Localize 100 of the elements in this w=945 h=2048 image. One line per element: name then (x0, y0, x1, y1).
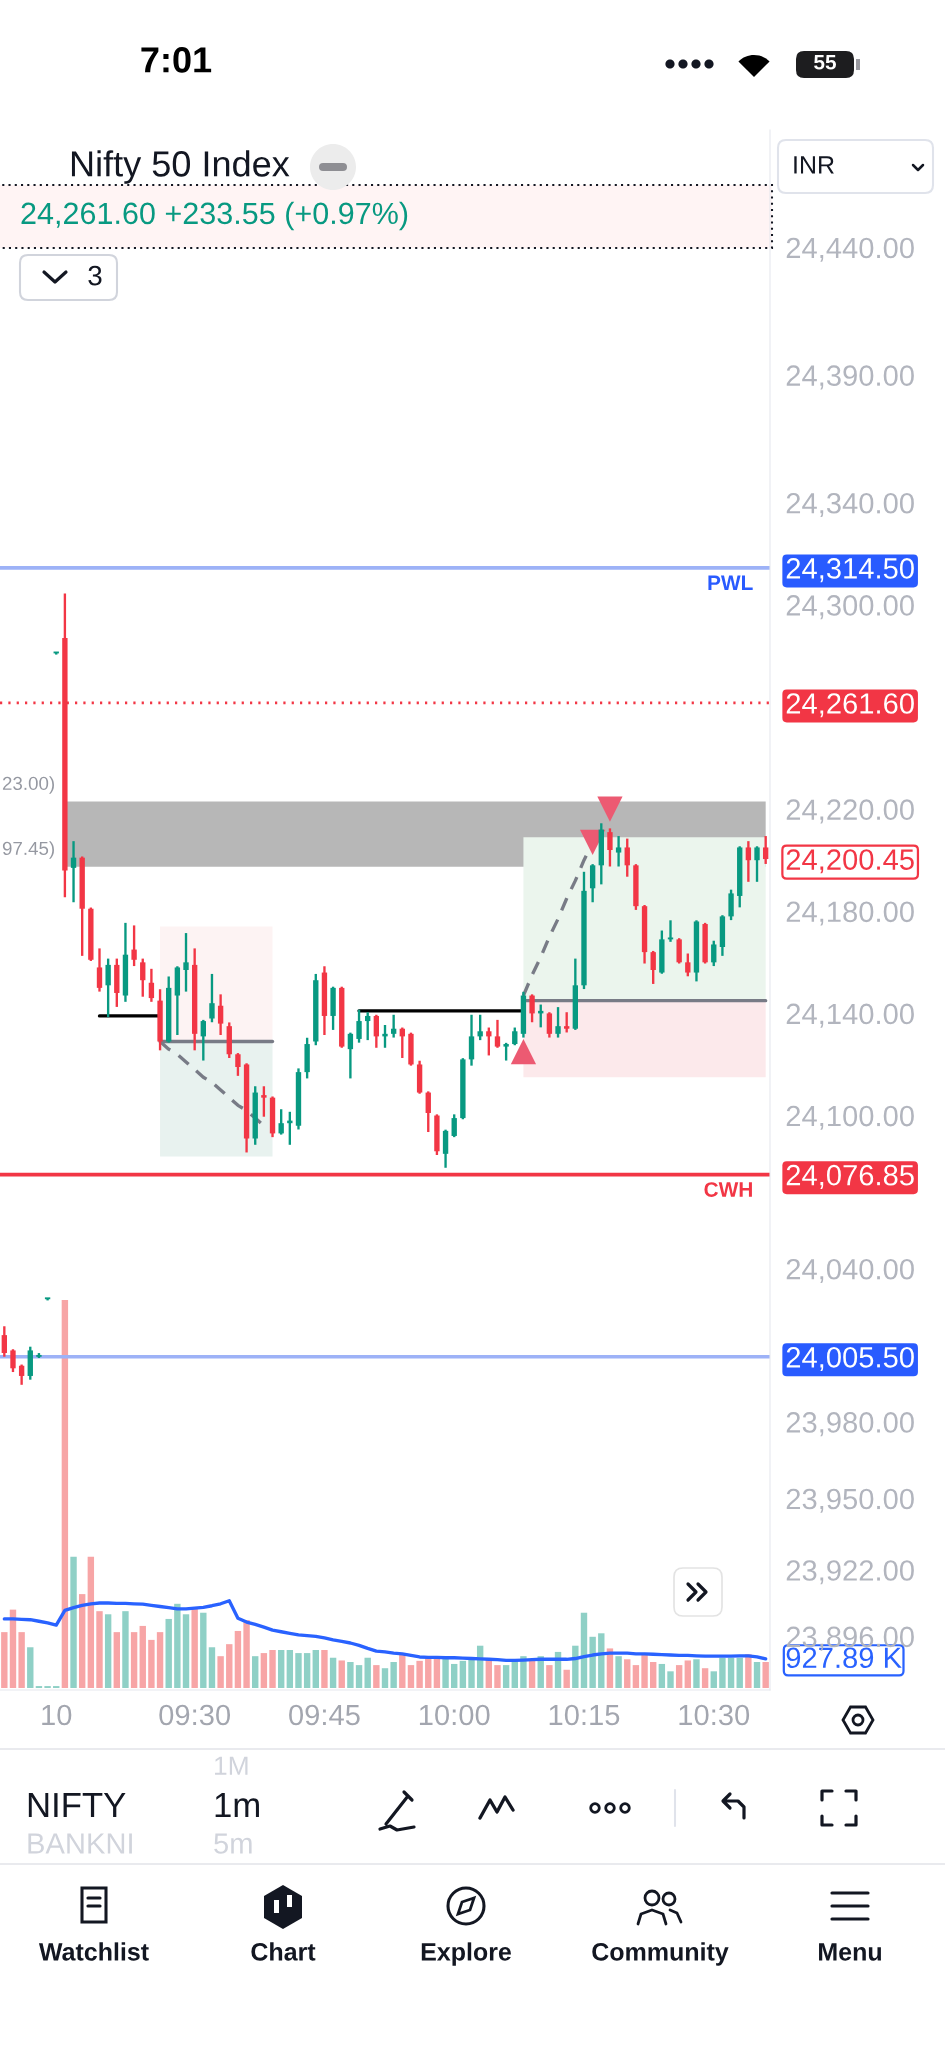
point (597, 796, 623, 822)
bar (658, 1663, 666, 1688)
candlestick (607, 828, 613, 867)
candlestick (728, 889, 734, 921)
bar (701, 1668, 709, 1688)
candlestick (347, 1032, 354, 1079)
bar (355, 1665, 363, 1688)
bar (217, 1656, 224, 1688)
bar (347, 1662, 354, 1688)
candlestick (546, 1012, 553, 1038)
ref-line-label: CWH (704, 1182, 752, 1197)
bar (191, 1608, 198, 1688)
candlestick (529, 994, 535, 1023)
candlestick (425, 1091, 431, 1133)
bar (425, 1657, 432, 1688)
annotation: 97.45) (2, 841, 54, 859)
text: NIFTY (28, 1793, 126, 1817)
bar (563, 1669, 570, 1688)
bar (61, 1300, 69, 1688)
candlestick (217, 994, 224, 1036)
candlestick (589, 864, 596, 903)
candlestick (390, 1014, 397, 1038)
candlestick (667, 920, 674, 942)
bar (329, 1657, 337, 1688)
bar (502, 1665, 510, 1688)
text: 24,261.60 +233.55 (+0.97%) (21, 201, 408, 231)
candlestick (624, 838, 630, 877)
candlestick (36, 1353, 42, 1358)
bar (459, 1660, 467, 1688)
bar (693, 1659, 700, 1688)
candlestick (711, 940, 717, 967)
bar (303, 1653, 311, 1688)
bar (675, 1665, 683, 1688)
bar (182, 1614, 190, 1688)
text: 7:01 (141, 47, 212, 73)
bar (200, 1612, 207, 1688)
bar (96, 1611, 103, 1688)
x-tick-label: 10:00 (419, 1704, 490, 1726)
candlestick (477, 1014, 483, 1041)
text: Community (592, 1942, 729, 1966)
x-tick-label: 10:15 (549, 1704, 620, 1726)
candlestick (494, 1019, 501, 1048)
bar (321, 1649, 328, 1688)
bar (624, 1659, 631, 1688)
bar (174, 1603, 181, 1688)
bar (615, 1656, 622, 1688)
bar (589, 1636, 596, 1688)
bar (632, 1665, 640, 1688)
bar (650, 1662, 657, 1688)
candlestick (200, 1019, 206, 1061)
candlestick (685, 953, 691, 977)
bar (165, 1618, 172, 1688)
bar (727, 1657, 735, 1688)
candlestick (235, 1053, 241, 1076)
y-tick-label: 24,040.00 (786, 1258, 914, 1284)
candlestick (754, 846, 760, 882)
x-tick-label: 10:30 (679, 1704, 750, 1726)
text: Explore (421, 1942, 511, 1966)
bar (745, 1654, 752, 1688)
y-tick-label: 24,390.00 (786, 365, 914, 390)
bar (338, 1660, 345, 1688)
x-tick-label: 10 (42, 1704, 72, 1726)
annotation: 3 (88, 265, 102, 286)
point (510, 1039, 537, 1065)
candlestick (745, 841, 752, 882)
y-tick-label: 24,076.85 (786, 1164, 914, 1189)
candlestick (442, 1129, 449, 1168)
bar (70, 1556, 77, 1688)
y-tick-label: 24,100.00 (786, 1105, 914, 1130)
y-tick-label: 24,340.00 (786, 492, 914, 518)
bar (260, 1653, 268, 1688)
candlestick (451, 1114, 457, 1138)
bar (312, 1649, 319, 1688)
text: 1m (215, 1793, 259, 1817)
bar (684, 1660, 692, 1688)
candlestick (183, 933, 189, 992)
y-tick-label: 23,980.00 (786, 1412, 914, 1437)
y-tick-label: 24,200.45 (786, 849, 914, 874)
candlestick (105, 958, 111, 1018)
bar (130, 1632, 138, 1688)
candlestick (486, 1027, 492, 1056)
candlestick (676, 938, 682, 964)
bar (468, 1659, 475, 1688)
bar (18, 1632, 25, 1688)
bar (139, 1625, 146, 1688)
bar (122, 1611, 129, 1688)
bar (399, 1653, 406, 1688)
bar (667, 1671, 674, 1688)
bar (641, 1654, 648, 1688)
bar (416, 1660, 423, 1688)
bar (27, 1647, 34, 1688)
bar (373, 1665, 380, 1688)
bar (390, 1662, 397, 1688)
bar (148, 1639, 155, 1688)
candlestick (650, 950, 656, 984)
y-tick-label: 23,950.00 (786, 1488, 914, 1513)
bar (243, 1620, 250, 1688)
bar (710, 1671, 717, 1688)
candlestick (140, 958, 146, 997)
bar (762, 1662, 769, 1688)
